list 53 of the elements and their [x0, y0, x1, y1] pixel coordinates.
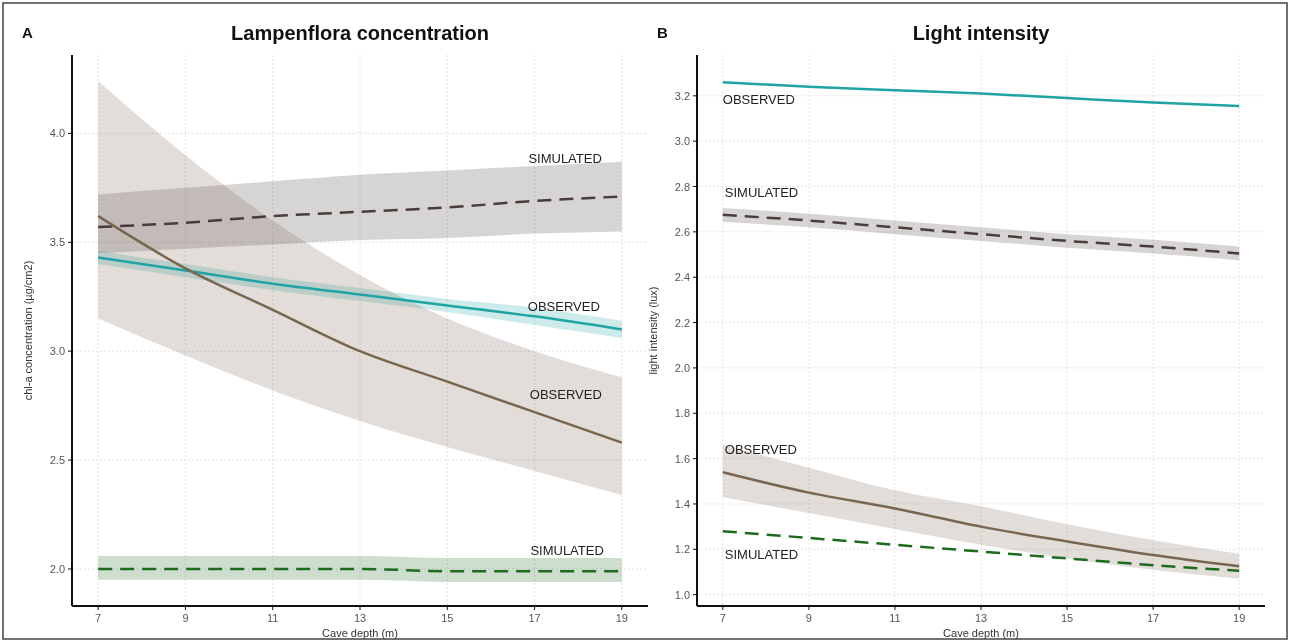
x-axis-title: Cave depth (m)	[943, 627, 1019, 639]
y-tick-label: 1.8	[674, 407, 690, 420]
y-tick-label: 2.6	[674, 225, 690, 238]
line-series	[96, 256, 624, 331]
y-tick-label: 2.8	[674, 180, 690, 193]
x-tick-label: 15	[441, 612, 454, 624]
x-tick-label: 19	[615, 612, 628, 624]
x-tick-label: 7	[95, 612, 102, 624]
series-label: SIMULATED	[724, 184, 799, 200]
x-tick-label: 13	[353, 612, 367, 624]
y-tick-label: 2.4	[674, 271, 690, 284]
y-tick-label: 2.5	[49, 454, 65, 467]
x-tick-label: 9	[182, 612, 189, 624]
y-tick-label: 1.2	[674, 543, 690, 556]
x-tick-label: 11	[267, 612, 279, 624]
text: SIMULATED	[528, 150, 602, 166]
y-tick-label: 4.0	[49, 127, 65, 140]
text: A	[22, 24, 33, 41]
y-tick-label: 1.4	[674, 497, 690, 510]
chart-title: Lampenflora concentration	[231, 22, 489, 44]
line-series	[721, 80, 1241, 108]
line-series	[721, 529, 1241, 573]
y-tick-label: 3.5	[49, 236, 65, 249]
x-tick-label: 11	[889, 612, 901, 624]
y-tick-label: 1.6	[674, 452, 690, 465]
line-series	[721, 213, 1241, 255]
chart-title: Light intensity	[912, 22, 1051, 44]
y-tick-label: 2.0	[674, 361, 690, 374]
text: B	[657, 24, 668, 41]
series-label: SIMULATED	[530, 543, 604, 559]
y-tick-label: 3.2	[674, 89, 690, 102]
x-tick-label: 15	[1060, 612, 1074, 624]
x-axis-title: Cave depth (m)	[322, 627, 398, 639]
y-tick-label: 1.0	[674, 588, 690, 601]
series-label: SIMULATED	[724, 547, 799, 563]
y-tick-label: 3.0	[674, 135, 690, 148]
x-tick-label: 17	[528, 612, 541, 624]
y-tick-label: 3.0	[49, 345, 65, 358]
x-tick-label: 19	[1233, 612, 1246, 624]
x-tick-label: 13	[974, 612, 988, 624]
series-label: OBSERVED	[529, 386, 602, 402]
x-tick-label: 9	[805, 612, 812, 624]
series-label: OBSERVED	[527, 299, 600, 315]
series-label: OBSERVED	[724, 442, 797, 458]
y-axis-title: light intensity (lux)	[647, 286, 659, 375]
x-tick-label: 7	[719, 612, 726, 624]
y-axis-title: chl-a concentration (µg/cm2)	[22, 260, 34, 401]
series-label: OBSERVED	[722, 92, 795, 108]
y-tick-label: 2.0	[49, 562, 65, 575]
line-series	[96, 214, 624, 444]
x-tick-label: 17	[1147, 612, 1160, 624]
line-series	[721, 470, 1241, 568]
y-tick-label: 2.2	[674, 316, 690, 329]
